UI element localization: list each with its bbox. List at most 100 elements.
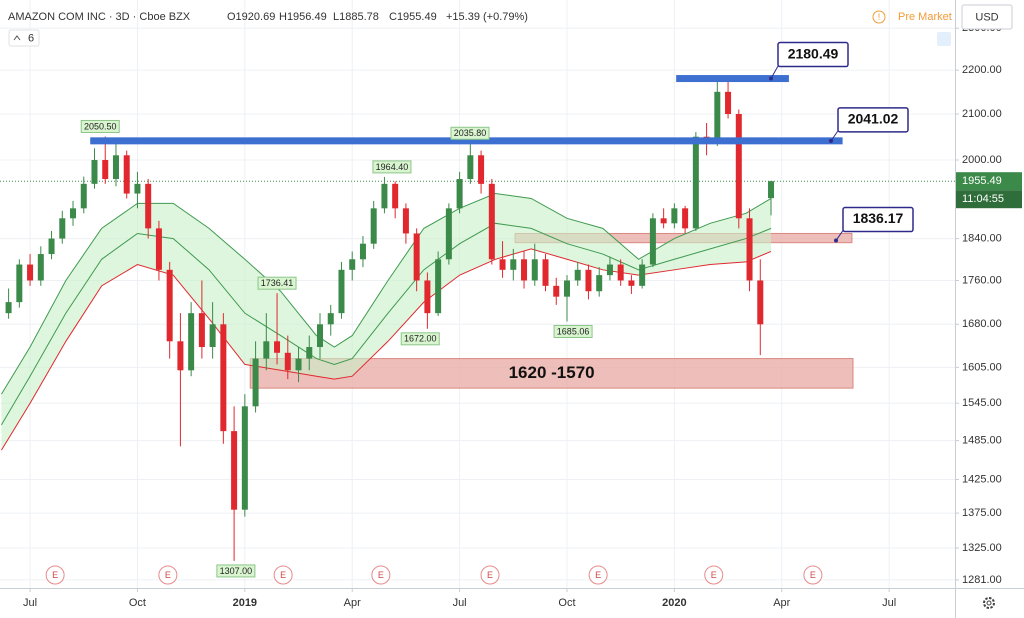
candle-body (59, 218, 66, 239)
ohlc-high: H1956.49 (279, 11, 327, 23)
ohlc-close: C1955.49 (389, 11, 437, 23)
candle-body (327, 313, 334, 325)
candle-body (553, 285, 560, 297)
candle-body (628, 280, 635, 286)
indicator-count: 6 (28, 32, 34, 44)
candle-body (746, 218, 753, 281)
price-label-box (257, 276, 297, 290)
earnings-marker (158, 565, 178, 585)
price-label: 1672.00 (404, 334, 437, 344)
candle-body (123, 155, 130, 194)
plot: 1620 -1570 2180.49 2041.02 1836.17 2050.50 20… (0, 41, 955, 585)
earnings-label: E (165, 570, 171, 580)
candle-body (445, 208, 452, 260)
candle-body (413, 233, 420, 281)
candle-body (725, 91, 732, 114)
candle-body (317, 324, 324, 348)
candle-body (16, 264, 23, 303)
earnings-label: E (711, 570, 717, 580)
candle-body (231, 431, 238, 510)
earnings-marker (273, 565, 293, 585)
candle-body (574, 269, 581, 281)
settings-icon-center (986, 600, 992, 606)
candle-body (241, 406, 248, 510)
candle-body (435, 259, 442, 314)
candle-body (177, 341, 184, 371)
candle-body (166, 269, 173, 342)
candle-body (671, 208, 678, 224)
earnings-marker (704, 565, 724, 585)
ohlc-change: +15.39 (+0.79%) (446, 11, 528, 23)
candle-body (359, 243, 366, 260)
callout-label: 2041.02 (848, 111, 899, 127)
y-tick-label: 1375.00 (962, 507, 1002, 519)
candle-body (198, 313, 205, 348)
price-label-box (372, 160, 412, 174)
x-tick-label: Jul (23, 597, 37, 609)
candle-body (499, 259, 506, 270)
y-tick-label: 2200.00 (962, 64, 1002, 76)
indicator-toggle[interactable] (8, 29, 40, 47)
currency-button[interactable] (961, 4, 1013, 30)
y-tick-label: 1485.00 (962, 435, 1002, 447)
earnings-label: E (52, 570, 58, 580)
candle-body (134, 183, 141, 194)
chevron-icon (13, 35, 21, 41)
candle-body (424, 280, 431, 314)
candle-body (5, 302, 12, 314)
callout-box (837, 107, 909, 133)
candle-body (456, 179, 463, 209)
last-price-label: 1955.49 (962, 175, 1002, 187)
candle-body (102, 159, 109, 180)
band-fill (1, 193, 772, 451)
candle-body (263, 341, 270, 359)
callout-box (842, 206, 914, 233)
y-tick-label: 1760.00 (962, 274, 1002, 286)
x-tick-label: Oct (558, 597, 575, 609)
currency: USD (975, 11, 998, 23)
price-label: 1736.41 (261, 278, 294, 288)
candle-body (306, 347, 313, 359)
price-label-box (450, 126, 490, 140)
y-tick-label: 1680.00 (962, 318, 1002, 330)
x-tick-label: Apr (344, 597, 361, 609)
candle-body (112, 155, 119, 180)
settings-icon[interactable] (983, 597, 995, 609)
candle-body (531, 259, 538, 281)
band-line (1, 193, 772, 395)
ohlc-low: L1885.78 (333, 11, 379, 23)
candle-body (467, 155, 474, 180)
earnings-label: E (487, 570, 493, 580)
candle-body (585, 269, 592, 292)
candle-body (220, 324, 227, 432)
candle-body (252, 358, 259, 407)
candle-body (735, 113, 742, 219)
candle-body (660, 218, 667, 224)
earnings-marker (371, 565, 391, 585)
candle-body (488, 183, 495, 260)
earnings-label: E (810, 570, 816, 580)
callout-anchor (769, 76, 773, 81)
candle-body (274, 341, 281, 353)
callout-label: 2180.49 (788, 45, 839, 61)
scroll-button[interactable] (937, 32, 951, 46)
candle-body (692, 136, 699, 229)
candle-body (48, 238, 55, 255)
callout-label: 1836.17 (853, 210, 904, 226)
price-label: 1964.40 (376, 162, 409, 172)
x-tick-label: Jul (453, 597, 467, 609)
y-tick-label: 1325.00 (962, 542, 1002, 554)
x-tick-label: Oct (129, 597, 146, 609)
price-label: 2035.80 (454, 128, 487, 138)
candle-body (284, 352, 291, 371)
price-label: 1307.00 (220, 566, 253, 576)
candle-body (596, 275, 603, 292)
candle-body (145, 183, 152, 229)
x-tick-label: Jul (882, 597, 896, 609)
y-tick-label: 1605.00 (962, 361, 1002, 373)
level-bar (676, 75, 789, 83)
candle-body (27, 264, 34, 281)
candle-body (338, 269, 345, 314)
